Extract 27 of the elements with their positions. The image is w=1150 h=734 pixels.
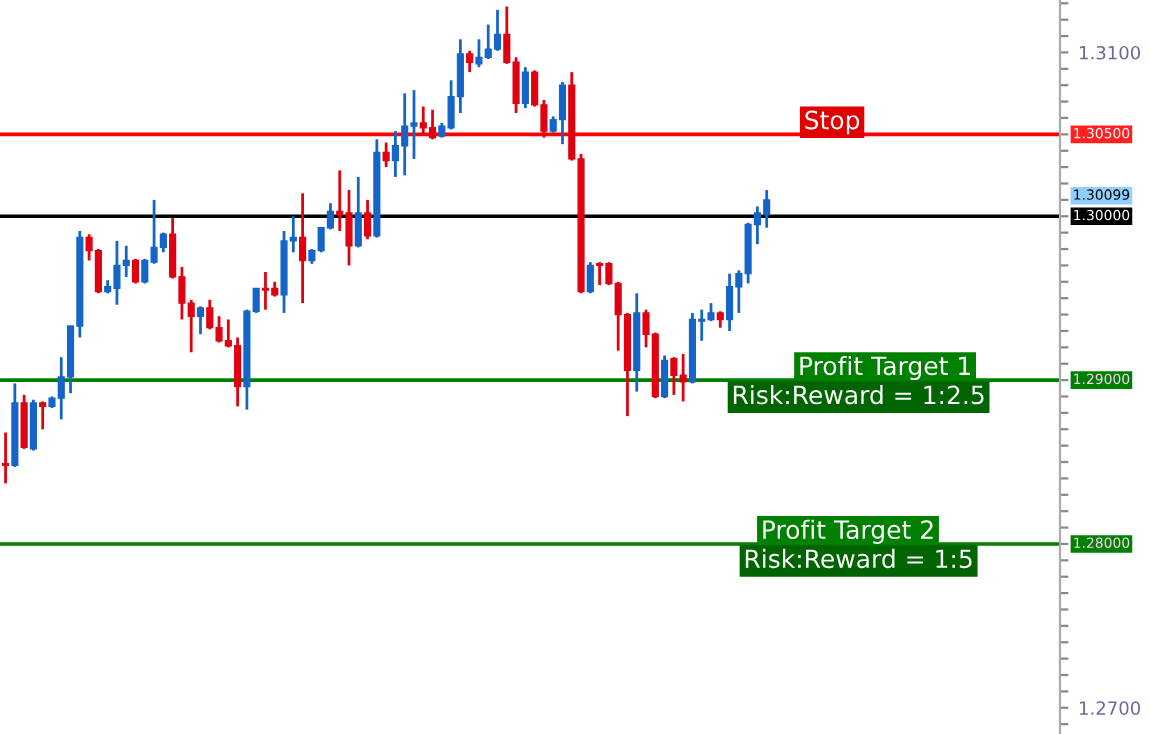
ref-line-label: Stop: [805, 110, 860, 135]
candlestick: [363, 198, 372, 241]
candlestick: [725, 272, 734, 333]
candlestick: [661, 354, 669, 400]
candlestick: [196, 304, 205, 336]
candlestick: [1, 431, 10, 485]
candlestick: [261, 270, 270, 312]
ref-line-label: Profit Target 1: [800, 355, 970, 381]
candlestick: [466, 49, 474, 74]
candlestick: [586, 260, 594, 295]
candlestick: [354, 175, 362, 249]
candlestick: [558, 80, 567, 146]
candlestick: [29, 398, 37, 452]
candlestick: [493, 8, 502, 53]
candlestick: [428, 108, 437, 141]
candlestick: [20, 393, 28, 451]
candlestick: [131, 257, 140, 285]
annotation: Risk:Reward = 1:5: [745, 548, 972, 569]
candlestick: [382, 141, 390, 169]
ref-line-label: Profit Target 2: [763, 519, 933, 544]
y-tick-label: 1.3100: [1080, 45, 1141, 60]
y-tick-label: 1.2700: [1080, 701, 1141, 715]
annotation: Risk:Reward = 1:2.5: [733, 385, 984, 405]
candlestick: [596, 260, 604, 287]
candlestick: [39, 400, 47, 431]
candlestick: [299, 191, 307, 305]
candlestick: [521, 65, 529, 110]
